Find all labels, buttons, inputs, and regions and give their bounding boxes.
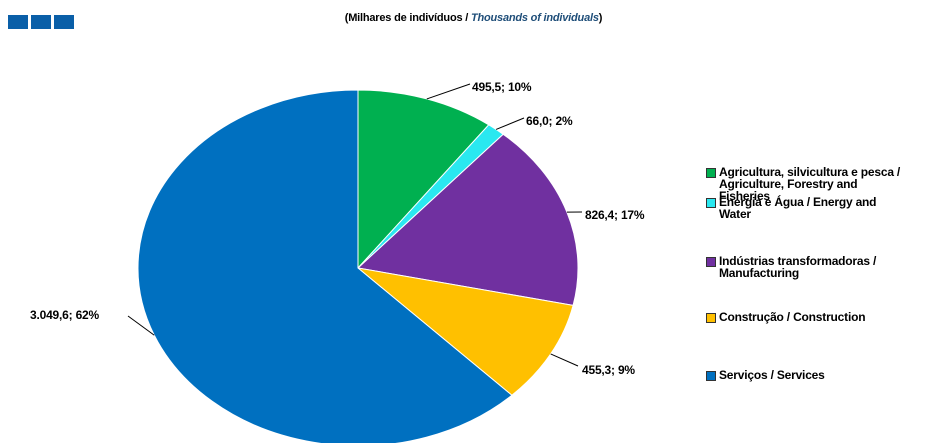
title-close: ) [598,12,603,24]
title-pt: (Milhares de indivíduos / [344,12,471,24]
legend-label: Indústrias transformadoras / Manufacturi… [719,254,877,280]
data-label: 495,5; 10% [472,80,532,94]
legend-label: Construção / Construction [719,310,866,324]
legend-swatch [706,371,716,381]
title-en: Thousands of individuals [470,12,599,24]
leader-line [426,83,471,100]
decoration-block [31,15,51,29]
legend-item: Serviços / Services [706,369,825,381]
data-label: 826,4; 17% [585,208,645,222]
legend-label: Energia e Água / Energy and Water [719,195,877,221]
legend-swatch [706,313,716,323]
decoration-block [8,15,28,29]
legend-label: Agricultura, silvicultura e pesca / Agri… [719,165,901,203]
leader-line [550,353,579,367]
legend-swatch [706,198,716,208]
pie-slice [357,89,490,270]
legend-item: Energia e Água / Energy and Water [706,195,877,221]
decoration-block [54,15,74,29]
data-label: 3.049,6; 62% [30,308,100,322]
pie-slice [356,267,574,396]
data-label: 66,0; 2% [526,114,573,128]
leader-line [495,117,525,130]
leader-line [127,315,155,336]
legend-label: Serviços / Services [719,368,825,382]
legend-swatch [706,168,716,178]
data-label: 455,3; 9% [582,363,635,377]
legend-item: Construção / Construction [706,310,866,324]
pie-slice [356,133,579,306]
chart-title: (Milhares de indivíduos / Thousands of i… [0,12,947,24]
legend-item: Agricultura, silvicultura e pesca / Agri… [706,166,900,202]
legend-item: Indústrias transformadoras / Manufacturi… [706,255,876,279]
legend-swatch [706,257,716,267]
header-decoration [8,15,74,29]
